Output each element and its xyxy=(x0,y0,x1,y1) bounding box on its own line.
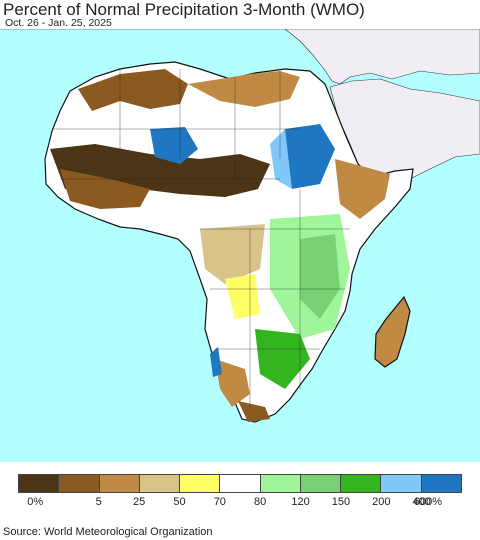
southern-tip-dry xyxy=(238,401,270,422)
legend-swatch xyxy=(139,475,181,492)
date-range: Oct. 26 - Jan. 25, 2025 xyxy=(5,17,112,29)
legend-label: 25 xyxy=(132,496,146,508)
legend-label: 80 xyxy=(254,496,267,508)
namibia-coast-wet xyxy=(210,347,222,377)
sahara-dry-west xyxy=(78,69,188,111)
southern-dry-west xyxy=(215,359,250,407)
legend-swatch xyxy=(260,475,301,492)
legend-swatch xyxy=(180,475,221,492)
legend-labels: 0% 5 25 50 70 80 120 150 200 400 600% xyxy=(0,496,480,510)
legend-label: 600% xyxy=(413,496,443,508)
legend-swatch xyxy=(19,475,60,492)
sudan-wet-fringe xyxy=(270,129,292,189)
sudan-wet xyxy=(280,124,335,189)
legend-swatch xyxy=(59,475,100,492)
precipitation-map xyxy=(0,29,480,462)
legend-label: 50 xyxy=(173,496,186,508)
legend-label: 400 xyxy=(412,496,431,508)
eurasia-land xyxy=(0,29,480,85)
legend-label: 120 xyxy=(291,496,310,508)
ethiopia-mixed xyxy=(335,159,390,219)
legend-label: 150 xyxy=(331,496,351,508)
legend-label: 70 xyxy=(213,496,226,508)
legend-label: 200 xyxy=(372,496,391,508)
central-sahel-wet xyxy=(150,127,198,164)
legend-swatch xyxy=(421,475,461,492)
legend-swatch xyxy=(220,475,261,492)
central-africa-dry xyxy=(200,224,265,284)
country-borders xyxy=(52,69,350,409)
legend-swatch xyxy=(99,475,140,492)
east-africa-wetter xyxy=(300,234,340,319)
sahara-dry-east xyxy=(188,71,300,107)
southern-wet xyxy=(255,329,310,389)
source-credit: Source: World Meteorological Organizatio… xyxy=(3,526,213,538)
legend-label: 5 xyxy=(95,496,102,508)
legend-swatch xyxy=(381,475,422,492)
legend-swatch xyxy=(341,475,382,492)
legend-bar xyxy=(18,474,462,493)
map-title: Percent of Normal Precipitation 3-Month … xyxy=(3,0,365,19)
legend-label: 0% xyxy=(27,496,44,508)
legend-swatch xyxy=(300,475,342,492)
madagascar xyxy=(374,295,411,368)
angola-yellow xyxy=(225,274,260,319)
